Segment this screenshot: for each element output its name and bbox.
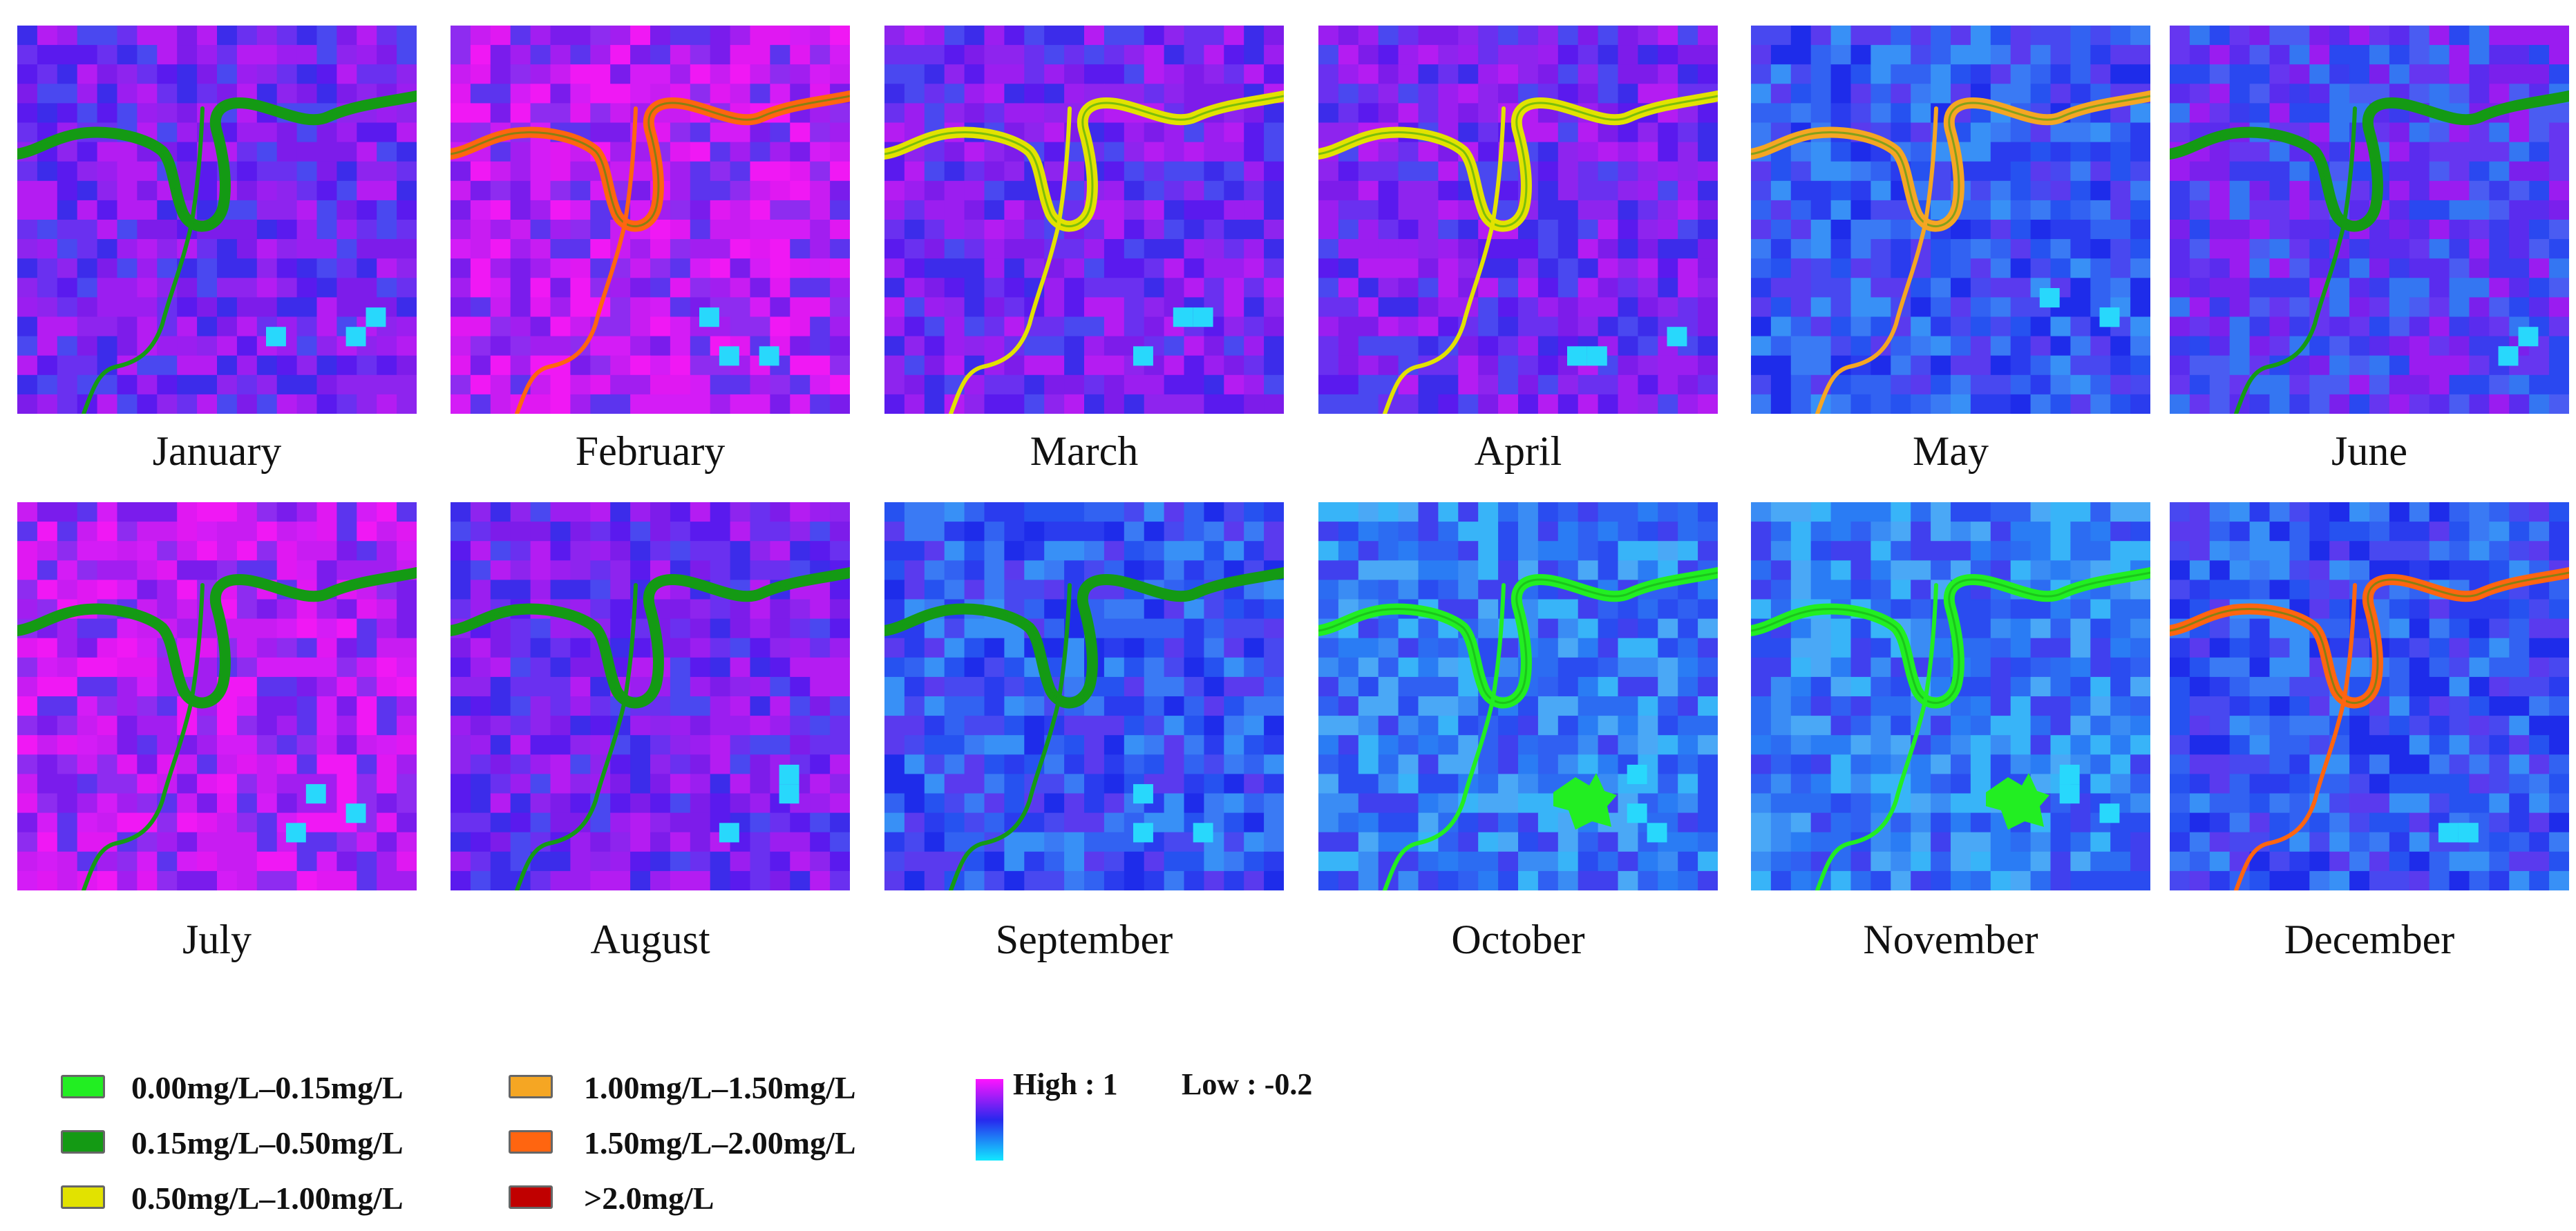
ndvi-raster (884, 26, 1284, 414)
river-main-highlight (17, 95, 417, 228)
river-tributary (1383, 106, 1506, 414)
ndvi-raster (2170, 502, 2569, 890)
map-panel-october (1318, 502, 1718, 890)
ndvi-raster (2170, 26, 2569, 414)
river-tributary (2234, 106, 2357, 414)
river-tributary (1815, 583, 1938, 890)
month-label-august: August (590, 917, 710, 962)
legend-swatch-1 (61, 1130, 105, 1154)
river-main-highlight (1318, 571, 1718, 705)
river-main-highlight (1751, 571, 2150, 705)
legend-swatch-3 (509, 1075, 553, 1098)
legend-swatch-0 (61, 1075, 105, 1098)
river-main-highlight (884, 571, 1284, 705)
ndvi-raster (1318, 502, 1718, 890)
map-panel-november (1751, 502, 2150, 890)
river-tributary (2234, 583, 2357, 890)
legend-label-1: 0.15mg/L–0.50mg/L (131, 1125, 404, 1161)
legend-label-2: 0.50mg/L–1.00mg/L (131, 1181, 404, 1216)
river-tributary (515, 583, 638, 890)
river-main-highlight (17, 571, 417, 705)
ndvi-raster (1318, 26, 1718, 414)
river-tributary (949, 583, 1072, 890)
river-main-highlight (2170, 571, 2569, 705)
map-panel-september (884, 502, 1284, 890)
ndvi-raster (17, 502, 417, 890)
ndvi-raster (17, 26, 417, 414)
river-tributary (949, 106, 1072, 414)
ndvi-raster (1751, 502, 2150, 890)
month-label-april: April (1474, 428, 1562, 474)
river-main-highlight (451, 571, 850, 705)
river-tributary (82, 583, 205, 890)
legend-swatch-5 (509, 1185, 553, 1209)
river-tributary (1815, 106, 1938, 414)
river-main-highlight (2170, 95, 2569, 228)
legend-label-3: 1.00mg/L–1.50mg/L (584, 1070, 856, 1105)
month-label-january: January (152, 428, 282, 474)
legend-label-0: 0.00mg/L–0.15mg/L (131, 1070, 404, 1105)
month-label-june: June (2331, 428, 2407, 474)
map-panel-august (451, 502, 850, 890)
legend-swatch-4 (509, 1130, 553, 1154)
ndvi-colorbar (976, 1079, 1003, 1161)
river-main-highlight (451, 95, 850, 228)
map-panel-may (1751, 26, 2150, 414)
month-label-november: November (1863, 917, 2038, 962)
river-tributary (82, 106, 205, 414)
map-panel-july (17, 502, 417, 890)
month-label-december: December (2284, 917, 2455, 962)
map-panel-april (1318, 26, 1718, 414)
colorbar-low-label: Low : -0.2 (1182, 1067, 1313, 1101)
map-panel-january (17, 26, 417, 414)
month-label-march: March (1030, 428, 1139, 474)
map-panel-february (451, 26, 850, 414)
river-main-highlight (1751, 95, 2150, 228)
legend-label-4: 1.50mg/L–2.00mg/L (584, 1125, 856, 1161)
river-main-highlight (884, 95, 1284, 228)
month-label-september: September (995, 917, 1173, 962)
month-label-february: February (575, 428, 726, 474)
map-panel-march (884, 26, 1284, 414)
legend-label-5: >2.0mg/L (584, 1181, 714, 1216)
river-tributary (1383, 583, 1506, 890)
river-main-highlight (1318, 95, 1718, 228)
ndvi-raster (884, 502, 1284, 890)
river-tributary (515, 106, 638, 414)
colorbar-high-label: High : 1 (1013, 1067, 1118, 1101)
month-label-may: May (1913, 428, 1989, 474)
month-label-july: July (182, 917, 252, 962)
map-panel-december (2170, 502, 2569, 890)
month-label-october: October (1451, 917, 1585, 962)
legend-swatch-2 (61, 1185, 105, 1209)
ndvi-raster (451, 502, 850, 890)
map-panel-june (2170, 26, 2569, 414)
